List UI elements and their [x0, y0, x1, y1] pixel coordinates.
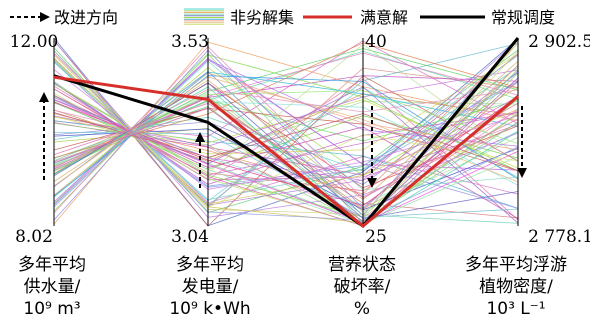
axis-0-label-line-1: 多年平均 — [18, 255, 86, 275]
axis-3-max-tick: 2 902.54 — [528, 32, 590, 52]
axis-2-min-tick: 25 — [365, 227, 387, 247]
axis-0-label-line-3: 10⁹ m³ — [23, 299, 80, 319]
legend-label-conventional: 常规调度 — [491, 8, 555, 27]
satisfactory-solution-line — [53, 75, 519, 228]
axis-3-label-line-3: 10³ L⁻¹ — [486, 299, 545, 319]
direction-arrow-axis-0 — [39, 92, 49, 180]
axis-2-label-line-3: % — [354, 299, 370, 319]
axis-3-label-line-1: 多年平均浮游 — [465, 255, 567, 275]
pareto-solution-line — [53, 55, 519, 201]
pareto-solution-line — [53, 43, 519, 174]
axis-1-label-line-1: 多年平均 — [176, 255, 244, 275]
axis-0-min-tick: 8.02 — [15, 227, 53, 247]
legend-item-conventional: 常规调度 — [420, 8, 555, 27]
legend-label-direction: 改进方向 — [54, 8, 118, 27]
pareto-solution-line — [53, 71, 519, 198]
conventional-dispatch-line — [53, 37, 520, 229]
axis-2-max-tick: 40 — [365, 32, 387, 52]
axis-0-max-tick: 12.00 — [10, 32, 59, 52]
axis-1-min-tick: 3.04 — [171, 227, 209, 247]
axis-3-min-tick: 2 778.18 — [528, 227, 590, 247]
axis-3: 2 902.54 2 778.18 多年平均浮游 植物密度/ 10³ L⁻¹ — [465, 32, 590, 319]
direction-arrow-axis-1 — [195, 132, 205, 188]
axis-0: 12.00 8.02 多年平均 供水量/ 10⁹ m³ — [10, 32, 86, 319]
pareto-solution-line — [53, 80, 519, 227]
highlight-series — [53, 37, 520, 229]
direction-arrow-axis-2 — [367, 106, 377, 188]
pareto-solution-line — [53, 88, 519, 169]
legend-label-pareto: 非劣解集 — [230, 8, 294, 27]
axis-1-max-tick: 3.53 — [171, 32, 209, 52]
axis-1-label-line-2: 发电量/ — [182, 277, 239, 297]
axis-2: 40 25 营养状态 破坏率/ % — [328, 32, 396, 319]
axis-1-label-line-3: 10⁹ k•Wh — [169, 299, 250, 319]
legend-item-direction: 改进方向 — [10, 8, 118, 27]
pareto-solution-line — [53, 99, 519, 224]
legend: 改进方向 非劣解集 满意解 常规调度 — [10, 8, 555, 27]
legend-label-satisfactory: 满意解 — [360, 8, 408, 27]
legend-swatch-pareto — [184, 8, 224, 25]
pareto-solution-line — [53, 65, 519, 211]
axis-2-label-line-2: 破坏率/ — [334, 277, 391, 297]
axis-3-label-line-2: 植物密度/ — [479, 277, 553, 297]
direction-arrow-axis-3 — [517, 106, 527, 178]
pareto-solution-line — [53, 50, 519, 221]
axis-2-label-line-1: 营养状态 — [328, 255, 396, 275]
pareto-solution-line — [53, 42, 519, 159]
axis-1: 3.53 3.04 多年平均 发电量/ 10⁹ k•Wh — [169, 32, 250, 319]
legend-item-pareto: 非劣解集 — [184, 8, 294, 27]
axis-0-label-line-2: 供水量/ — [24, 277, 81, 297]
legend-item-satisfactory: 满意解 — [303, 8, 408, 27]
pareto-lines — [53, 37, 519, 227]
